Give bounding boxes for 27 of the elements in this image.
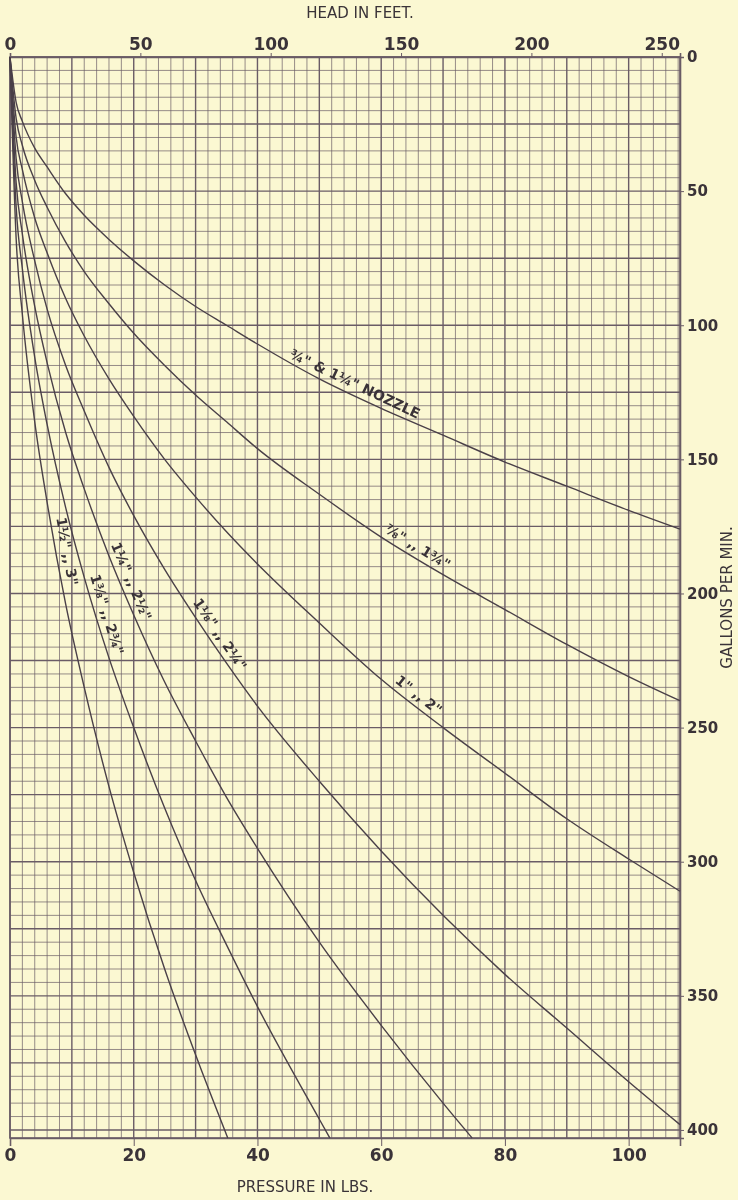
x-tick-label: 20 [122,1145,147,1166]
y-tick-label: 0 [687,48,698,67]
y-tick-label: 250 [687,718,719,737]
y-tick-label: 100 [687,316,719,335]
y-axis-title: GALLONS PER MIN. [718,526,736,669]
x2-tick-label: 0 [4,34,17,54]
y-tick-label: 50 [687,182,708,201]
x-tick-label: 100 [611,1145,648,1166]
y-tick-label: 350 [687,987,719,1006]
x-tick-label: 60 [369,1145,394,1166]
x-tick-label: 40 [246,1145,270,1166]
x2-tick-label: 100 [253,34,290,54]
y-tick-label: 200 [687,584,719,603]
x2-tick-label: 250 [644,34,681,54]
text: 1" ,, 2" [392,671,446,718]
x2-tick-label: 50 [129,34,153,54]
x2-axis-title: HEAD IN FEET. [306,4,414,22]
y-tick-label: 300 [687,853,719,872]
x-tick-label: 80 [493,1145,518,1166]
x2-tick-label: 200 [514,34,550,54]
text: ⅞" ,, 1¾" [382,520,454,573]
y-tick-label: 400 [687,1121,719,1140]
x2-tick-label: 150 [383,34,420,54]
x-tick-label: 0 [4,1145,17,1166]
x-axis-title: PRESSURE IN LBS. [236,1178,374,1196]
y-tick-label: 150 [687,450,719,469]
text: 1½" ,, 3" [53,515,82,587]
